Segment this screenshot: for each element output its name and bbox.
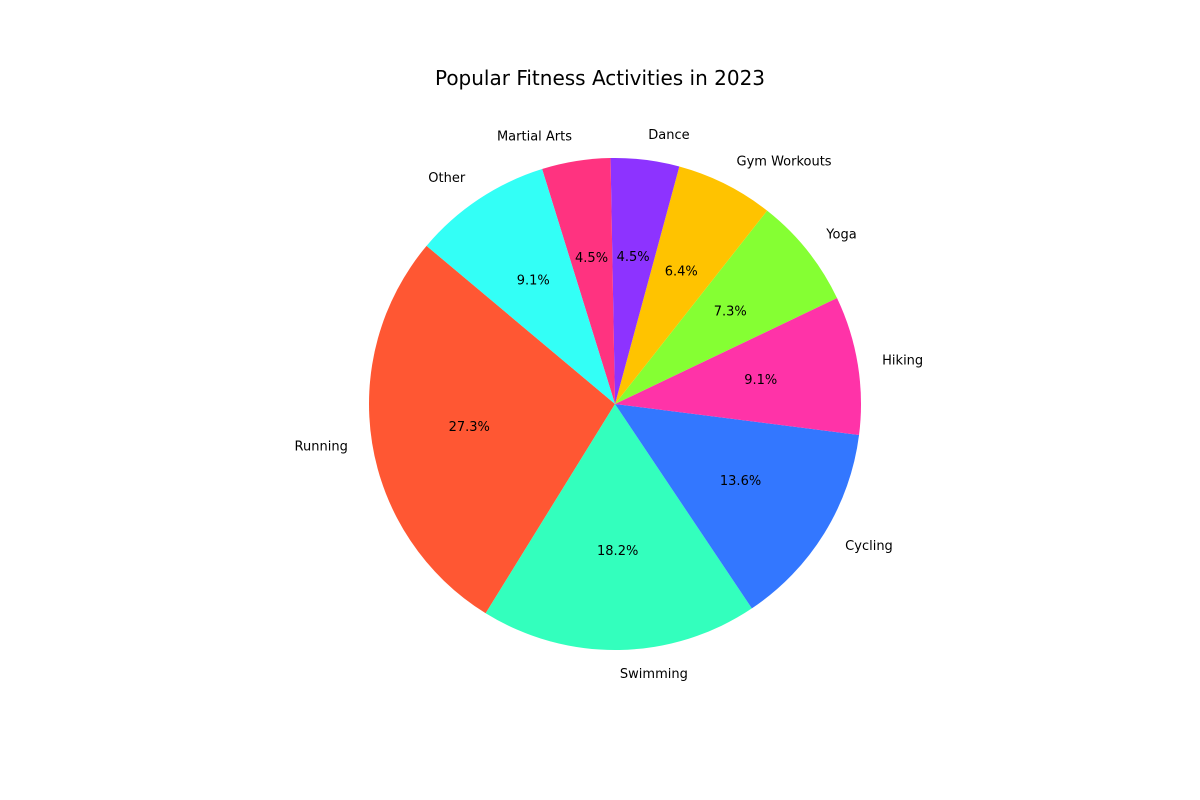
category-label-swimming: Swimming	[620, 667, 688, 682]
pie-slice-other	[426, 169, 615, 404]
category-label-dance: Dance	[648, 128, 689, 143]
pie-slice-martial-arts	[542, 158, 615, 404]
pie-slices	[368, 158, 861, 650]
category-label-running: Running	[295, 439, 348, 454]
percent-label-gym-workouts: 6.4%	[665, 265, 698, 280]
category-label-cycling: Cycling	[845, 539, 893, 554]
pie-slice-swimming	[485, 404, 752, 650]
percent-label-hiking: 9.1%	[744, 373, 777, 388]
category-label-hiking: Hiking	[882, 354, 923, 369]
percent-label-dance: 4.5%	[617, 250, 650, 265]
pie-slice-cycling	[615, 404, 860, 609]
pie-slice-hiking	[615, 298, 861, 436]
pie-slice-gym-workouts	[615, 166, 768, 404]
pie-category-labels: Running Swimming Cycling Hiking Yoga Gym Work…	[295, 128, 924, 682]
chart-title: Popular Fitness Activities in 2023	[434, 66, 766, 90]
category-label-gym-workouts: Gym Workouts	[737, 155, 832, 170]
percent-label-swimming: 18.2%	[597, 544, 638, 559]
percent-label-martial-arts: 4.5%	[575, 251, 608, 266]
pie-slice-running	[368, 245, 615, 614]
category-label-other: Other	[428, 171, 466, 186]
percent-label-yoga: 7.3%	[714, 304, 747, 319]
category-label-yoga: Yoga	[825, 227, 856, 242]
category-label-martial-arts: Martial Arts	[497, 129, 572, 144]
percent-label-running: 27.3%	[449, 420, 490, 435]
pie-slice-dance	[610, 158, 680, 404]
percent-label-cycling: 13.6%	[720, 474, 761, 489]
pie-percent-labels: 27.3% 18.2% 13.6% 9.1% 7.3% 6.4% 4.5% 4.5% 9.1%	[449, 250, 778, 559]
percent-label-other: 9.1%	[517, 274, 550, 289]
pie-slice-yoga	[615, 210, 837, 404]
